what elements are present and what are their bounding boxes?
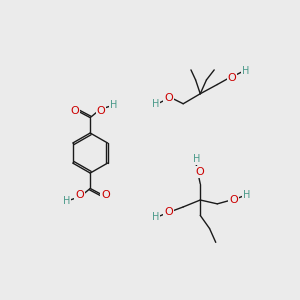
Text: O: O <box>75 190 84 200</box>
Text: O: O <box>101 190 110 200</box>
Text: O: O <box>229 195 238 205</box>
Text: H: H <box>193 154 200 164</box>
Text: O: O <box>70 106 79 116</box>
Text: H: H <box>152 212 159 222</box>
Text: O: O <box>195 167 204 177</box>
Text: O: O <box>97 106 105 116</box>
Text: H: H <box>243 190 250 200</box>
Text: H: H <box>242 66 249 76</box>
Text: O: O <box>164 207 173 217</box>
Text: H: H <box>152 99 159 109</box>
Text: H: H <box>110 100 117 110</box>
Text: O: O <box>164 93 173 103</box>
Text: O: O <box>228 73 236 82</box>
Text: H: H <box>63 196 70 206</box>
